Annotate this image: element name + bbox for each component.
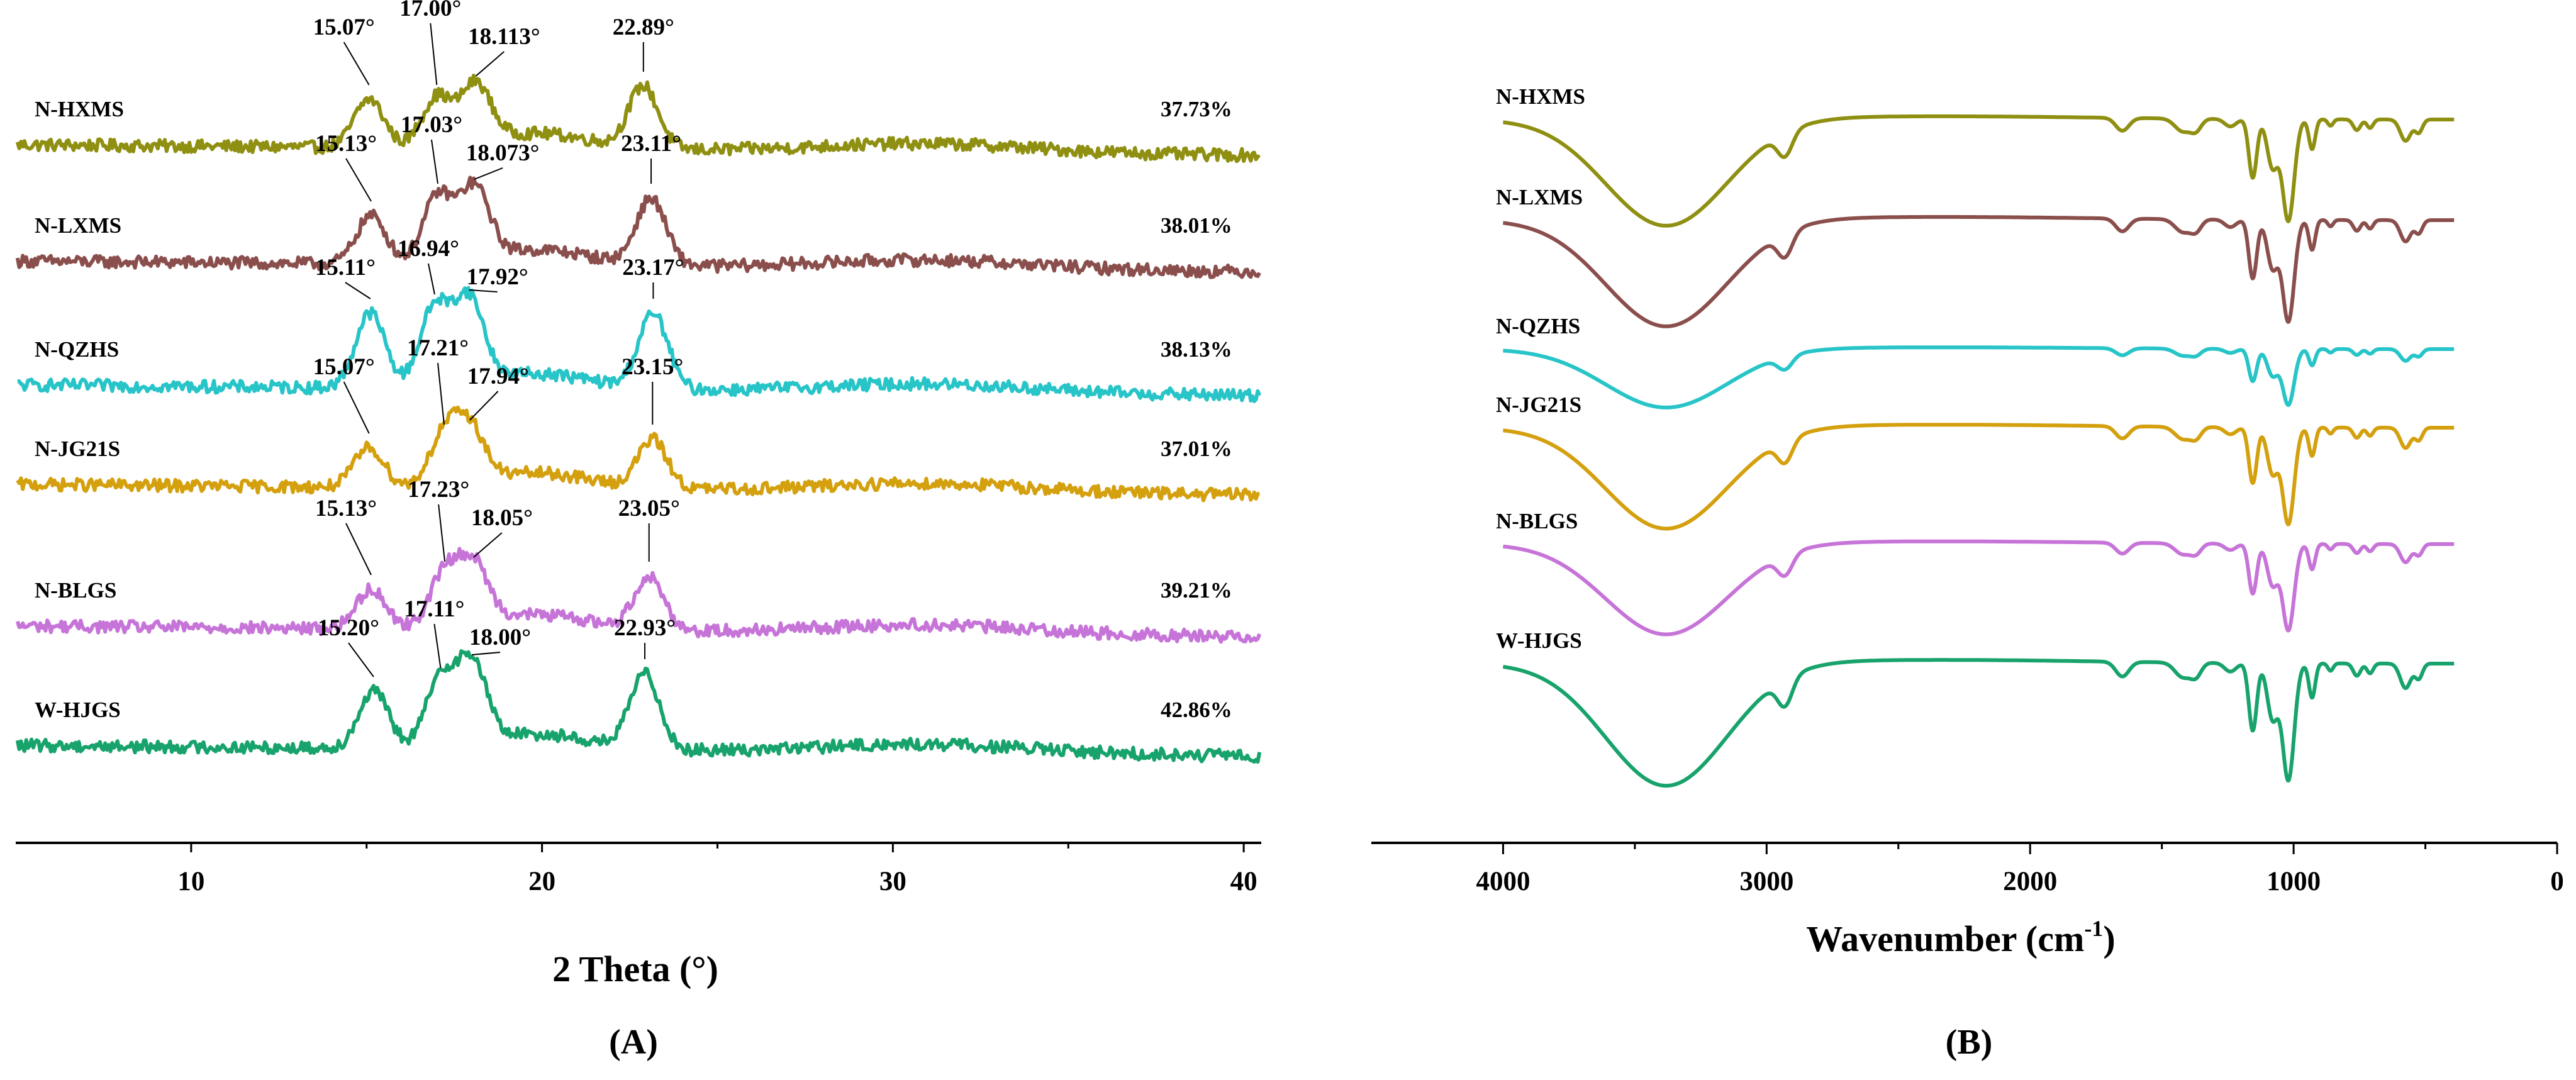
xrd-peak-label: 17.23°	[408, 477, 469, 503]
xrd-peak-leader	[343, 42, 370, 86]
ftir-tick-label: 0	[2550, 867, 2564, 896]
xrd-crystallinity-label: 38.01%	[1161, 213, 1232, 238]
ftir-tick-label: 2000	[2003, 867, 2057, 896]
xrd-peak-label: 16.94°	[398, 236, 459, 262]
ftir-curves	[1502, 114, 2455, 788]
xrd-peak-leader	[474, 167, 503, 180]
xrd-peak-label: 18.113°	[468, 24, 540, 50]
xrd-peak-leader	[471, 652, 501, 655]
xrd-peak-label: 18.00°	[469, 625, 531, 650]
xrd-series-label: N-LXMS	[35, 213, 121, 238]
xrd-crystallinity-label: 42.86%	[1161, 698, 1232, 722]
xrd-tick-label: 30	[879, 867, 906, 896]
xrd-peak-label: 23.05°	[618, 496, 680, 521]
xrd-peak-leader	[437, 362, 445, 425]
xrd-peak-leader	[345, 282, 371, 299]
xrd-peak-label: 15.07°	[313, 14, 375, 40]
xrd-peak-leader	[430, 23, 438, 86]
xrd-peak-label: 22.89°	[613, 14, 674, 40]
xrd-line-n-jg21s	[16, 405, 1260, 503]
xrd-crystallinity-label: 37.01%	[1161, 437, 1232, 461]
xrd-line-n-blgs	[15, 547, 1262, 644]
xrd-peak-label: 18.073°	[466, 140, 540, 166]
ftir-tick-label: 1000	[2267, 867, 2321, 896]
xrd-series-label: N-QZHS	[35, 337, 119, 362]
xrd-peak-leader	[343, 381, 370, 434]
xrd-line-w-hjgs	[15, 649, 1262, 764]
xrd-peak-leader	[345, 523, 372, 576]
xrd-curves	[15, 74, 1262, 764]
xrd-peak-label: 17.11°	[404, 596, 464, 622]
xrd-crystallinity-label: 37.73%	[1161, 97, 1232, 121]
xrd-panel: N-HXMS 37.73% 15.07° 17.00° 18.113° 22.89° N-L…	[15, 0, 1262, 1062]
xrd-peak-leader	[427, 263, 435, 295]
xrd-line-n-qzhs	[17, 286, 1261, 403]
xrd-peak-leader	[438, 504, 446, 562]
xrd-peak-label: 17.03°	[401, 112, 462, 138]
xrd-labels: N-HXMS 37.73% 15.07° 17.00° 18.113° 22.89° N-L…	[35, 0, 1232, 722]
xrd-x-ticks: 10 20 30 40	[177, 843, 1257, 896]
ftir-tick-label: 3000	[1739, 867, 1793, 896]
xrd-peak-label: 17.00°	[399, 0, 461, 21]
xrd-peak-leader	[469, 289, 498, 292]
xrd-peak-label: 15.11°	[315, 255, 376, 281]
ftir-series-label: W-HJGS	[1496, 628, 1582, 653]
xrd-peak-leader	[469, 391, 499, 421]
xrd-peak-leader	[475, 51, 505, 77]
xrd-peak-leader	[348, 642, 374, 677]
ftir-line-n-jg21s	[1502, 423, 2455, 531]
ftir-labels: N-HXMS N-LXMS N-QZHS N-JG21S N-BLGS W-HJGS	[1496, 84, 1585, 653]
xrd-series-label: N-JG21S	[35, 437, 120, 461]
xrd-peak-label: 17.21°	[407, 335, 469, 361]
ftir-series-label: N-BLGS	[1496, 509, 1578, 533]
xrd-line-n-hxms	[15, 74, 1261, 164]
ftir-series-label: N-JG21S	[1496, 392, 1581, 417]
ftir-line-n-lxms	[1502, 214, 2455, 328]
ftir-line-n-qzhs	[1502, 345, 2455, 409]
xrd-x-axis-title: 2 Theta (°)	[552, 949, 718, 989]
xrd-peak-label: 15.13°	[315, 496, 377, 521]
ftir-line-w-hjgs	[1502, 658, 2455, 788]
ftir-line-n-hxms	[1502, 114, 2455, 228]
xrd-tick-label: 20	[528, 867, 555, 896]
xrd-peak-label: 23.17°	[622, 255, 684, 281]
xrd-peak-label: 17.94°	[467, 364, 529, 389]
panel-label-a: (A)	[609, 1023, 658, 1062]
panel-label-b: (B)	[1946, 1023, 1993, 1062]
xrd-peak-label: 15.07°	[313, 354, 375, 380]
xrd-peak-leader	[430, 139, 438, 184]
ftir-series-label: N-HXMS	[1496, 84, 1585, 109]
xrd-tick-label: 10	[177, 867, 204, 896]
xrd-peak-leader	[345, 158, 372, 202]
xrd-peak-leader	[433, 623, 442, 669]
xrd-crystallinity-label: 38.13%	[1161, 337, 1232, 362]
xrd-peak-label: 23.15°	[622, 354, 683, 380]
xrd-line-n-lxms	[15, 175, 1261, 279]
xrd-peak-label: 18.05°	[471, 505, 533, 531]
ftir-x-ticks: 4000 3000 2000 1000 0	[1476, 843, 2564, 896]
ftir-line-n-blgs	[1502, 539, 2455, 637]
xrd-peak-label: 22.93°	[614, 615, 676, 641]
ftir-tick-label: 4000	[1476, 867, 1530, 896]
xrd-tick-label: 40	[1230, 867, 1257, 896]
ftir-panel: N-HXMS N-LXMS N-QZHS N-JG21S N-BLGS W-HJGS 40…	[1371, 84, 2564, 1062]
ftir-x-axis-title: Wavenumber (cm-1)	[1806, 916, 2115, 959]
xrd-peak-label: 15.20°	[318, 615, 379, 641]
ftir-series-label: N-QZHS	[1496, 314, 1580, 338]
xrd-peak-leader	[473, 532, 503, 558]
ftir-series-label: N-LXMS	[1496, 185, 1583, 209]
xrd-peak-label: 15.13°	[315, 131, 377, 157]
xrd-crystallinity-label: 39.21%	[1161, 578, 1232, 603]
xrd-peak-label: 17.92°	[467, 264, 528, 290]
xrd-peak-label: 23.11°	[621, 131, 681, 157]
xrd-series-label: W-HJGS	[35, 698, 121, 722]
xrd-series-label: N-BLGS	[35, 578, 116, 603]
xrd-series-label: N-HXMS	[35, 97, 124, 121]
